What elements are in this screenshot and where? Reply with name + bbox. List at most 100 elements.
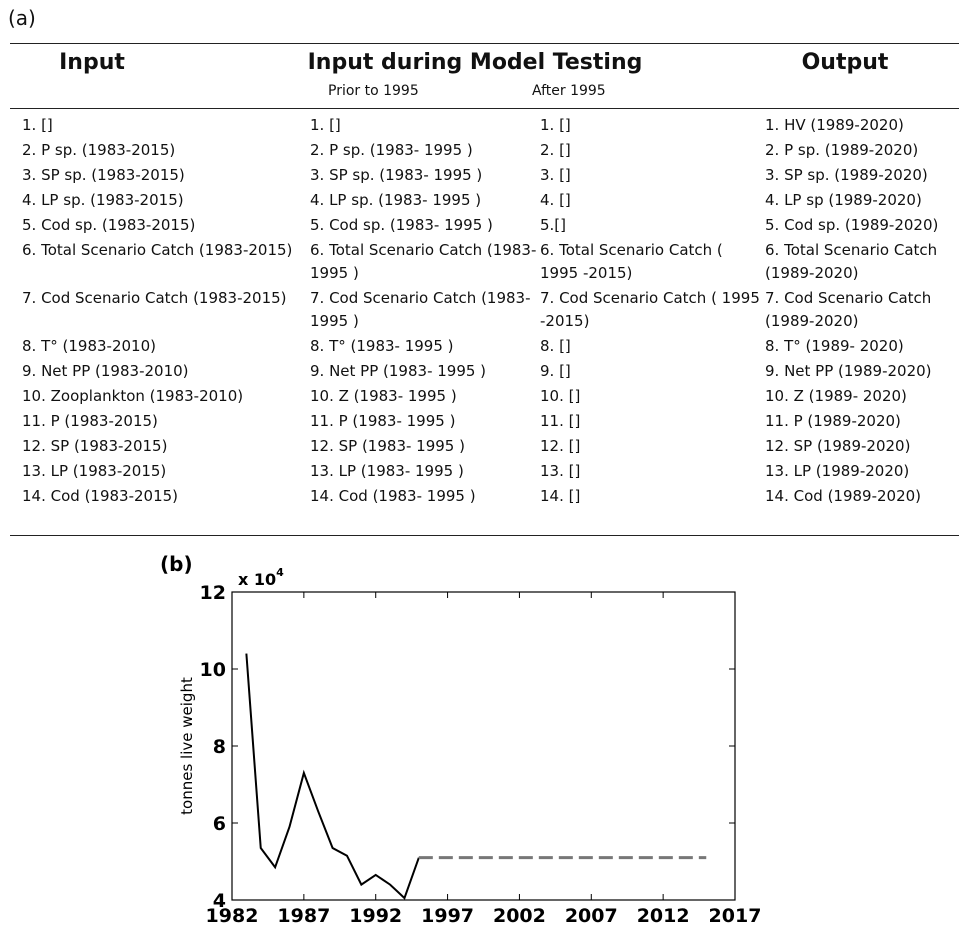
table-cell: 8. T° (1989- 2020)	[765, 337, 904, 355]
table-cell: 6. Total Scenario Catch (1983- 1995 )	[310, 241, 537, 282]
table-cell: 7. Cod Scenario Catch (1983- 1995 )	[310, 289, 531, 330]
table-cell: 8. []	[540, 337, 571, 355]
table-cell: 10. Z (1983- 1995 )	[310, 387, 457, 405]
table-cell: 1. []	[540, 116, 571, 134]
table-cell: 3. SP sp. (1989-2020)	[765, 166, 928, 184]
table-cell: 12. []	[540, 437, 581, 455]
x-tick-label: 2007	[565, 905, 618, 927]
table-cell: 2. P sp. (1983-2015)	[22, 141, 176, 159]
y-tick-label: 8	[213, 736, 226, 758]
table-cell: 10. []	[540, 387, 581, 405]
x-tick-label: 1982	[206, 905, 259, 927]
y-tick-label: 4	[213, 890, 226, 912]
y-tick-label: 12	[200, 582, 226, 604]
table-cell: 4. []	[540, 191, 571, 209]
table-cell: 1. []	[22, 116, 53, 134]
table-row: 7. Cod Scenario Catch (1983-2015) 7. Cod …	[22, 287, 959, 335]
header: Input during Model Testing	[307, 50, 643, 75]
table-row: 14. Cod (1983-2015) 14. Cod (1983- 1995 )…	[22, 485, 959, 510]
table-cell: 2. P sp. (1983- 1995 )	[310, 141, 473, 159]
table-cell: 9. Net PP (1983-2010)	[22, 362, 189, 380]
table-row: 6. Total Scenario Catch (1983-2015) 6. To…	[22, 239, 959, 287]
table-cell: 3. SP sp. (1983- 1995 )	[310, 166, 483, 184]
table-cell: 1. HV (1989-2020)	[765, 116, 904, 134]
panel-label: (a)	[8, 6, 36, 30]
y-tick-label: 6	[213, 813, 226, 835]
table-cell: 10. Z (1989- 2020)	[765, 387, 907, 405]
table-row: 5. Cod sp. (1983-2015) 5. Cod sp. (1983- …	[22, 214, 959, 239]
table-cell: 4. LP sp (1989-2020)	[765, 191, 922, 209]
table-cell: 3. []	[540, 166, 571, 184]
header: Input	[59, 50, 125, 75]
y-multiplier: x 104	[238, 566, 284, 589]
table-row: 3. SP sp. (1983-2015) 3. SP sp. (1983- 19…	[22, 164, 959, 189]
table-cell: 5.[]	[540, 216, 567, 234]
table-cell: 13. LP (1989-2020)	[765, 462, 910, 480]
data-line	[245, 653, 420, 900]
rule	[10, 43, 959, 44]
rule	[10, 535, 959, 536]
x-tick-label: 2017	[709, 905, 762, 927]
table-cell: 13. LP (1983- 1995 )	[310, 462, 464, 480]
table-cell: 6. Total Scenario Catch (1989-2020)	[765, 241, 938, 282]
y-tick-label: 10	[200, 659, 226, 681]
table-cell: 8. T° (1983- 1995 )	[310, 337, 454, 355]
table-cell: 6. Total Scenario Catch ( 1995 -2015)	[540, 241, 723, 282]
table-cell: 12. SP (1983- 1995 )	[310, 437, 465, 455]
y-multiplier-base: x 10	[238, 570, 276, 589]
table-row: 2. P sp. (1983-2015) 2. P sp. (1983- 1995…	[22, 139, 959, 164]
table-row: 12. SP (1983-2015) 12. SP (1983- 1995 ) 12…	[22, 435, 959, 460]
table-cell: 5. Cod sp. (1983-2015)	[22, 216, 196, 234]
x-tick-label: 1992	[349, 905, 402, 927]
table-row: 13. LP (1983-2015) 13. LP (1983- 1995 ) 13…	[22, 460, 959, 485]
table-cell: 3. SP sp. (1983-2015)	[22, 166, 185, 184]
table-cell: 9. Net PP (1989-2020)	[765, 362, 932, 380]
table-cell: 12. SP (1989-2020)	[765, 437, 911, 455]
table-row: 10. Zooplankton (1983-2010) 10. Z (1983- …	[22, 385, 959, 410]
table-cell: 5. Cod sp. (1989-2020)	[765, 216, 939, 234]
table-row: 1. [] 1. [] 1. [] 1. HV (1989-2020)	[22, 114, 959, 139]
x-tick-label: 2002	[493, 905, 546, 927]
table-cell: 12. SP (1983-2015)	[22, 437, 168, 455]
table-cell: 7. Cod Scenario Catch (1983-2015)	[22, 289, 287, 307]
table-cell: 9. Net PP (1983- 1995 )	[310, 362, 487, 380]
table-cell: 11. P (1983-2015)	[22, 412, 158, 430]
table-cell: 14. []	[540, 487, 581, 505]
table-cell: 8. T° (1983-2010)	[22, 337, 156, 355]
plot-frame	[231, 591, 736, 901]
x-tick-label: 1987	[277, 905, 330, 927]
subheader: After 1995	[532, 83, 606, 99]
table-cell: 14. Cod (1989-2020)	[765, 487, 922, 505]
table-cell: 5. Cod sp. (1983- 1995 )	[310, 216, 493, 234]
table-row: 9. Net PP (1983-2010) 9. Net PP (1983- 19…	[22, 360, 959, 385]
table-row: 11. P (1983-2015) 11. P (1983- 1995 ) 11. …	[22, 410, 959, 435]
subheader: Prior to 1995	[328, 83, 419, 99]
table-cell: 7. Cod Scenario Catch ( 1995 -2015)	[540, 289, 760, 330]
y-axis-label: tonnes live weight	[178, 677, 196, 815]
table-cell: 13. []	[540, 462, 581, 480]
table-cell: 4. LP sp. (1983- 1995 )	[310, 191, 482, 209]
table-cell: 13. LP (1983-2015)	[22, 462, 167, 480]
table-cell: 11. []	[540, 412, 581, 430]
table-cell: 7. Cod Scenario Catch (1989-2020)	[765, 289, 932, 330]
table-cell: 2. P sp. (1989-2020)	[765, 141, 919, 159]
table-cell: 11. P (1983- 1995 )	[310, 412, 456, 430]
table-cell: 14. Cod (1983-2015)	[22, 487, 179, 505]
x-tick-label: 1997	[421, 905, 474, 927]
header: Output	[801, 50, 889, 75]
y-multiplier-exponent: 4	[276, 566, 284, 579]
x-tick-label: 2012	[637, 905, 690, 927]
table-cell: 4. LP sp. (1983-2015)	[22, 191, 184, 209]
table-cell: 1. []	[310, 116, 341, 134]
panel-label: (b)	[160, 552, 193, 576]
table: 1. [] 1. [] 1. [] 1. HV (1989-2020) 2. P sp.…	[22, 114, 959, 510]
table-cell: 6. Total Scenario Catch (1983-2015)	[22, 241, 293, 259]
table-cell: 2. []	[540, 141, 571, 159]
table-cell: 11. P (1989-2020)	[765, 412, 901, 430]
table-row: 4. LP sp. (1983-2015) 4. LP sp. (1983- 19…	[22, 189, 959, 214]
table-cell: 9. []	[540, 362, 571, 380]
table-cell: 14. Cod (1983- 1995 )	[310, 487, 476, 505]
rule	[10, 108, 959, 109]
